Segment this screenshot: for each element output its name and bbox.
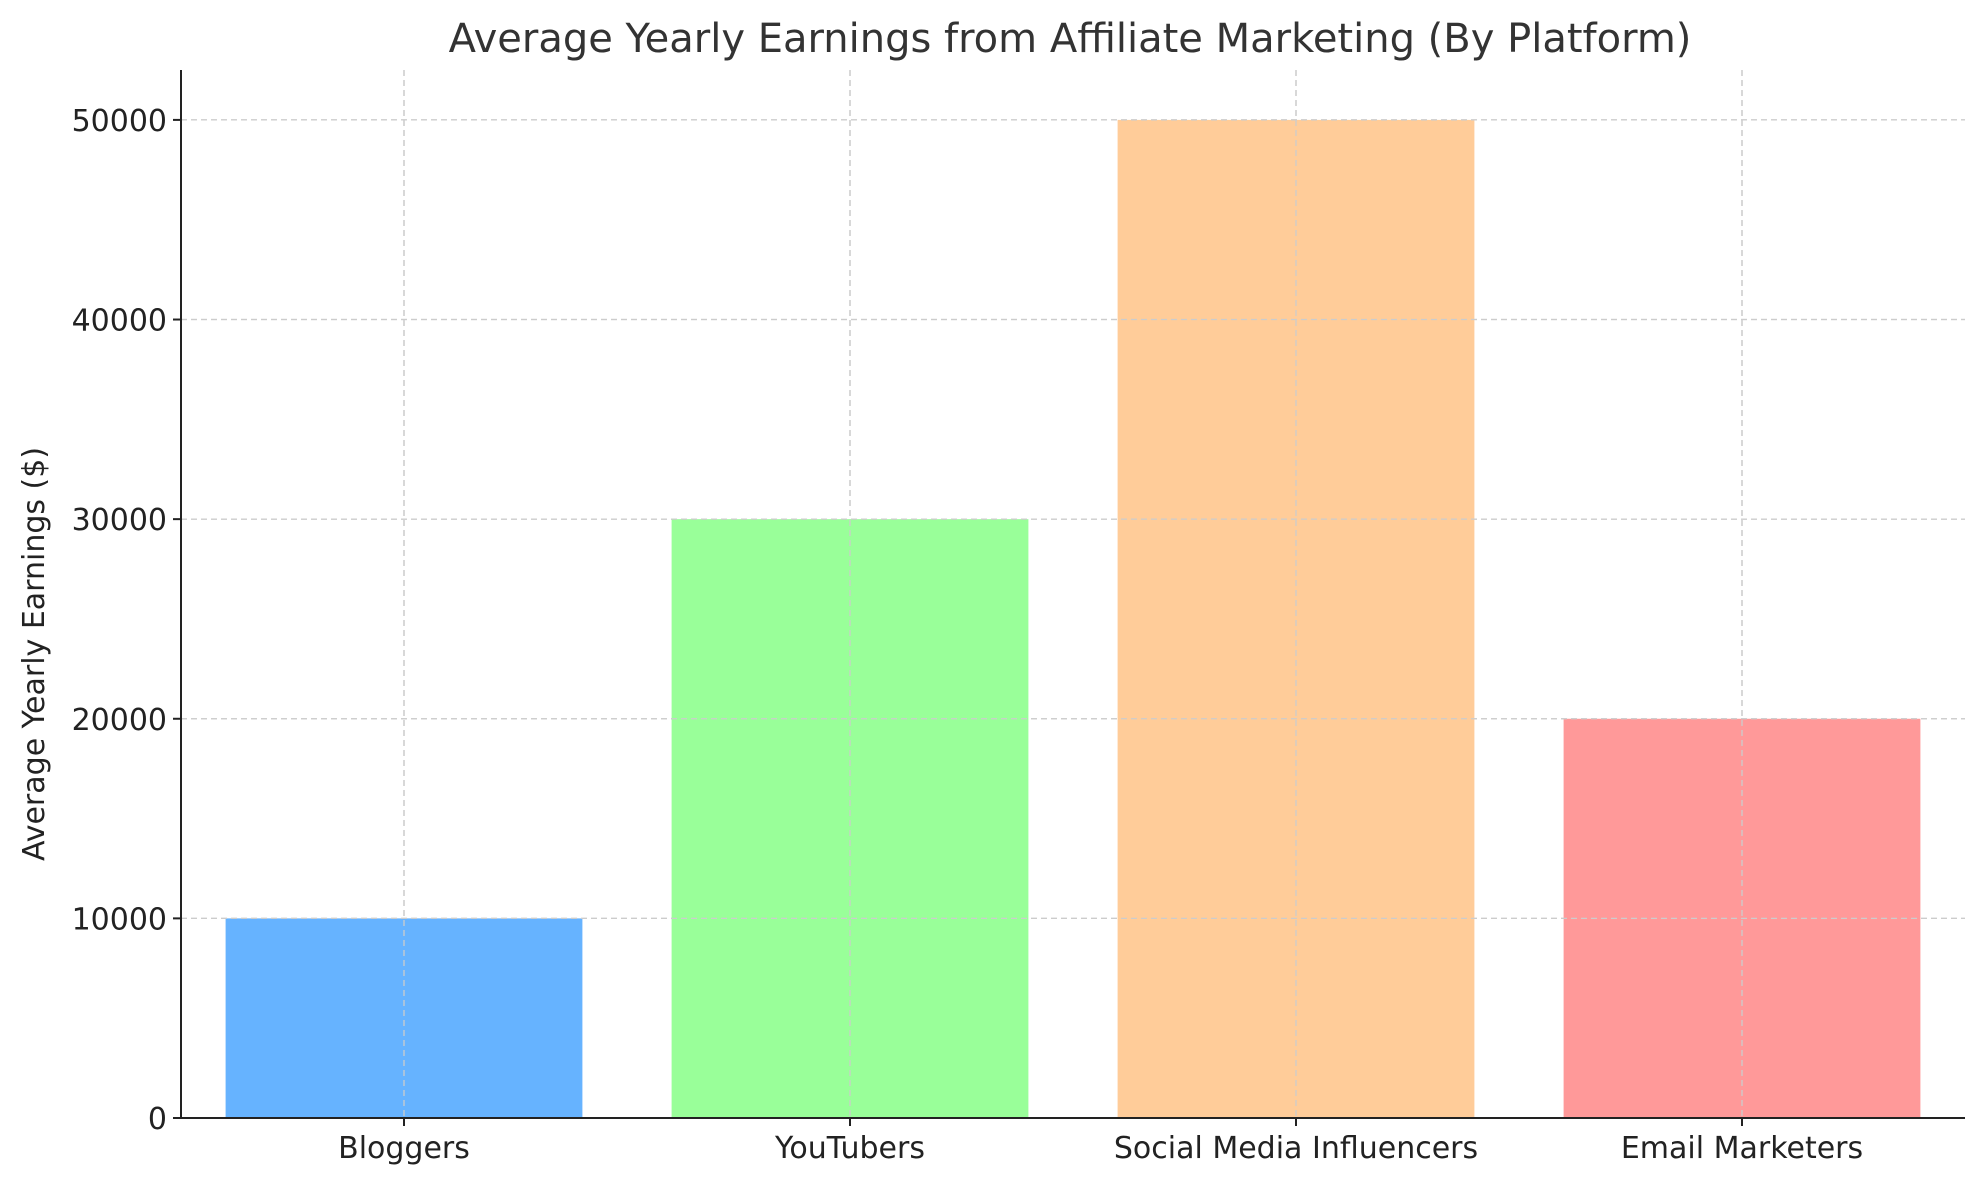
y-tick-label: 10000: [72, 902, 167, 937]
bar: [671, 519, 1029, 1118]
chart-title: Average Yearly Earnings from Affiliate M…: [449, 16, 1692, 62]
y-tick-label: 30000: [72, 503, 167, 538]
y-tick-label: 50000: [72, 104, 167, 139]
y-tick-label: 20000: [72, 703, 167, 738]
overlay-gridlines: [181, 70, 1965, 1118]
y-axis-label: Average Yearly Earnings ($): [17, 447, 52, 861]
x-tick-label: Social Media Influencers: [1114, 1131, 1478, 1166]
bar: [1117, 119, 1475, 1118]
x-tick-label: Email Marketers: [1621, 1131, 1863, 1166]
x-tick-label: Bloggers: [338, 1131, 470, 1166]
y-tick-label: 40000: [72, 304, 167, 339]
bars: [225, 119, 1921, 1118]
y-ticks: 0 10000 20000 30000 40000 50000: [72, 104, 181, 1137]
bar: [225, 918, 583, 1118]
y-tick-label: 0: [148, 1102, 167, 1137]
x-tick-label: YouTubers: [774, 1131, 925, 1166]
x-gridlines: [403, 70, 1743, 1118]
x-ticks: Bloggers YouTubers Social Media Influencer…: [338, 1118, 1863, 1166]
